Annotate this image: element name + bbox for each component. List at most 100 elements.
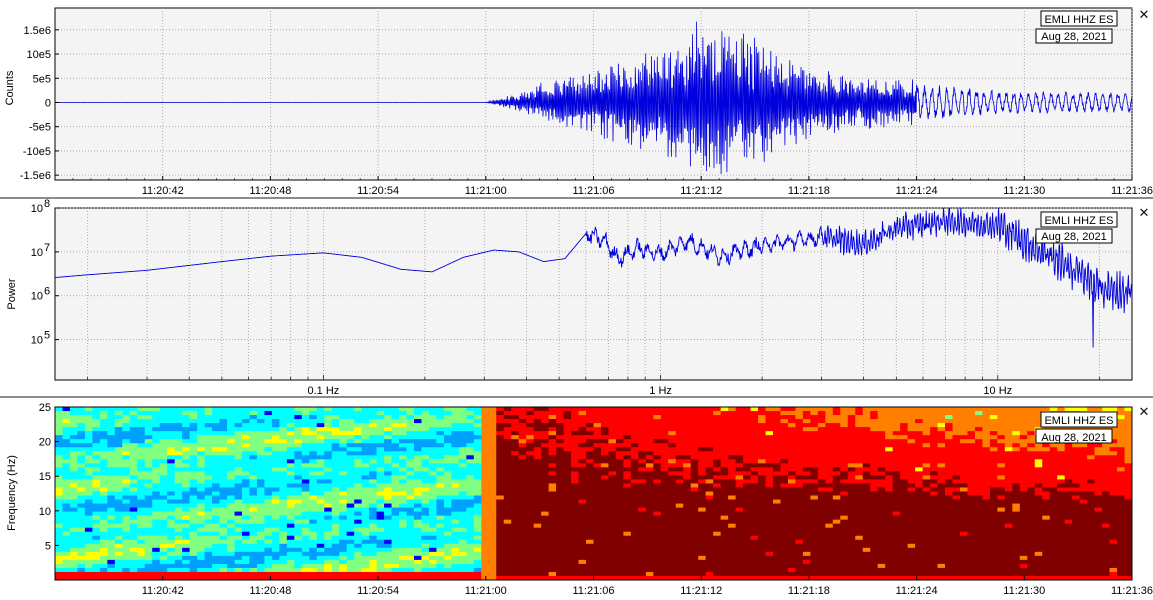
- heatmap-cell: [473, 503, 482, 509]
- heatmap-cell: [802, 499, 811, 505]
- heatmap-cell: [870, 435, 879, 440]
- heatmap-cell: [339, 503, 348, 509]
- heatmap-cell: [354, 447, 363, 452]
- spectrum-close-icon[interactable]: ✕: [1139, 206, 1150, 221]
- heatmap-cell: [496, 531, 505, 537]
- heatmap-cell: [720, 567, 729, 573]
- heatmap-cell: [817, 523, 826, 529]
- heatmap-cell: [638, 419, 647, 424]
- heatmap-cell: [234, 491, 243, 497]
- heatmap-cell: [638, 443, 647, 448]
- heatmap-cell: [728, 471, 737, 476]
- heatmap-cell: [698, 491, 707, 497]
- heatmap-cell: [99, 447, 108, 452]
- heatmap-cell: [653, 435, 662, 440]
- heatmap-cell: [578, 511, 587, 517]
- heatmap-cell: [728, 539, 737, 545]
- heatmap-cell: [84, 439, 93, 444]
- heatmap-cell: [159, 439, 168, 444]
- heatmap-cell: [324, 431, 333, 436]
- heatmap-cell: [227, 471, 235, 476]
- heatmap-cell: [212, 523, 221, 529]
- heatmap-cell: [122, 427, 131, 432]
- heatmap-cell: [361, 487, 370, 492]
- heatmap-cell: [99, 463, 108, 468]
- heatmap-cell: [219, 407, 228, 412]
- heatmap-cell: [593, 483, 602, 488]
- heatmap-cell: [503, 455, 512, 460]
- heatmap-cell: [802, 539, 811, 545]
- heatmap-cell: [548, 419, 557, 424]
- heatmap-cell: [713, 547, 722, 553]
- heatmap-cell: [346, 539, 355, 545]
- heatmap-cell: [144, 523, 153, 529]
- heatmap-cell: [615, 411, 624, 416]
- heatmap-cell: [855, 547, 864, 553]
- heatmap-cell: [391, 467, 400, 472]
- heatmap-cell: [107, 515, 116, 521]
- heatmap-cell: [182, 475, 191, 480]
- heatmap-cell: [660, 511, 669, 517]
- heatmap-cell: [428, 483, 437, 488]
- heatmap-cell: [832, 483, 841, 488]
- heatmap-cell: [234, 447, 243, 452]
- heatmap-cell: [421, 575, 430, 581]
- heatmap-cell: [518, 495, 527, 501]
- heatmap-cell: [466, 571, 475, 577]
- heatmap-cell: [324, 507, 333, 513]
- heatmap-cell: [608, 519, 617, 525]
- heatmap-cell: [473, 535, 482, 541]
- heatmap-cell: [728, 519, 737, 525]
- heatmap-cell: [795, 535, 804, 541]
- heatmap-cell: [189, 443, 198, 448]
- heatmap-cell: [690, 539, 699, 545]
- heatmap-cell: [608, 479, 617, 484]
- heatmap-cell: [720, 507, 729, 513]
- heatmap-cell: [810, 547, 819, 553]
- heatmap-cell: [212, 539, 221, 545]
- heatmap-cell: [556, 567, 565, 573]
- waveform-close-icon[interactable]: ✕: [1139, 8, 1150, 23]
- heatmap-cell: [713, 499, 722, 505]
- heatmap-cell: [451, 439, 460, 444]
- heatmap-cell: [870, 487, 879, 492]
- heatmap-cell: [765, 515, 774, 521]
- heatmap-cell: [548, 503, 557, 509]
- heatmap-cell: [421, 483, 430, 488]
- heatmap-cell: [204, 559, 213, 565]
- heatmap-cell: [810, 527, 819, 533]
- heatmap-cell: [668, 459, 677, 464]
- heatmap-cell: [548, 523, 557, 529]
- heatmap-cell: [481, 467, 490, 472]
- heatmap-cell: [189, 519, 198, 525]
- heatmap-cell: [862, 411, 871, 416]
- heatmap-cell: [107, 435, 116, 440]
- heatmap-cell: [144, 563, 153, 569]
- heatmap-cell: [107, 471, 116, 476]
- heatmap-cell: [324, 419, 333, 424]
- heatmap-cell: [458, 531, 467, 537]
- heatmap-cell: [877, 527, 886, 533]
- heatmap-cell: [384, 559, 393, 565]
- heatmap-cell: [391, 471, 400, 476]
- heatmap-cell: [99, 511, 108, 517]
- heatmap-cell: [436, 531, 445, 537]
- heatmap-cell: [541, 515, 550, 521]
- heatmap-cell: [316, 439, 325, 444]
- heatmap-cell: [758, 407, 767, 412]
- heatmap-cell: [451, 431, 460, 436]
- heatmap-cell: [316, 491, 325, 497]
- heatmap-cell: [720, 479, 729, 484]
- heatmap-cell: [62, 543, 71, 549]
- heatmap-cell: [174, 463, 183, 468]
- heatmap-cell: [690, 519, 699, 525]
- heatmap-cell: [428, 415, 437, 420]
- heatmap-cell: [279, 539, 288, 545]
- heatmap-cell: [279, 535, 288, 541]
- heatmap-cell: [234, 455, 243, 460]
- heatmap-cell: [473, 483, 482, 488]
- heatmap-cell: [473, 539, 482, 545]
- heatmap-cell: [114, 423, 123, 428]
- heatmap-cell: [660, 459, 669, 464]
- heatmap-cell: [750, 479, 759, 484]
